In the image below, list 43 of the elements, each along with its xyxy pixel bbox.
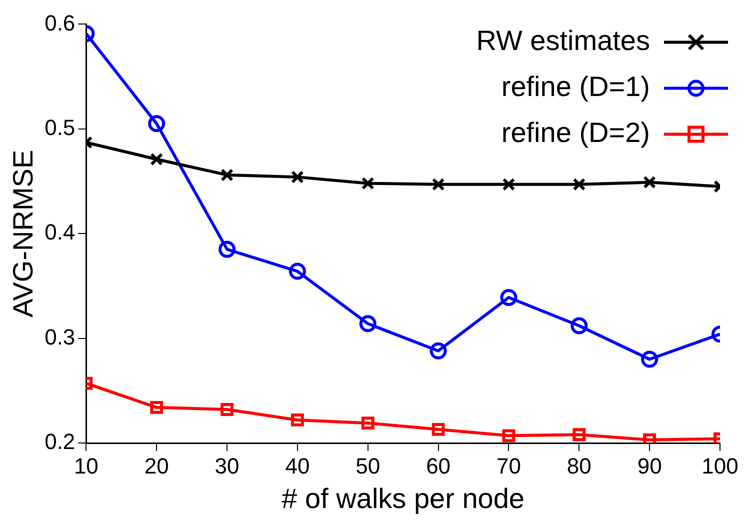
point bbox=[361, 176, 374, 190]
point bbox=[150, 152, 164, 166]
point bbox=[502, 429, 516, 442]
point bbox=[641, 350, 658, 368]
x-tick-label: 60 bbox=[426, 453, 451, 478]
legend-label: RW estimates bbox=[476, 24, 650, 56]
point bbox=[291, 170, 304, 184]
y-tick-label: 0.4 bbox=[44, 220, 76, 245]
point bbox=[572, 178, 586, 191]
y-tick-label: 0.5 bbox=[44, 114, 76, 140]
x-tick-label: 80 bbox=[566, 453, 592, 478]
point bbox=[430, 342, 447, 360]
y-tick-label: 0.6 bbox=[44, 10, 76, 36]
point bbox=[432, 178, 445, 191]
x-tick-label: 100 bbox=[702, 453, 738, 478]
x-tick-label: 90 bbox=[637, 453, 662, 478]
x-tick-label: 40 bbox=[285, 453, 310, 478]
point bbox=[432, 422, 445, 436]
y-tick-label: 0.2 bbox=[44, 429, 76, 454]
legend-label: refine (D=2) bbox=[501, 116, 650, 148]
point bbox=[220, 403, 234, 416]
point bbox=[218, 240, 236, 258]
x-axis-title: # of walks per node bbox=[282, 482, 524, 514]
point bbox=[359, 315, 376, 332]
point bbox=[288, 262, 306, 280]
legend-label: refine (D=1) bbox=[501, 70, 650, 102]
point bbox=[570, 317, 588, 334]
x-tick-label: 50 bbox=[356, 453, 380, 478]
point bbox=[361, 416, 374, 430]
point bbox=[643, 176, 656, 189]
point bbox=[291, 414, 304, 426]
x-tick-label: 70 bbox=[496, 453, 521, 478]
x-tick-label: 10 bbox=[74, 453, 98, 478]
y-tick-label: 0.3 bbox=[44, 324, 76, 350]
point bbox=[502, 178, 516, 191]
point bbox=[150, 400, 164, 414]
point bbox=[220, 168, 234, 182]
x-tick-label: 30 bbox=[214, 453, 240, 478]
y-axis-title: AVG-NRMSE bbox=[8, 150, 39, 318]
point bbox=[500, 288, 518, 306]
point bbox=[148, 115, 166, 132]
point bbox=[572, 428, 586, 442]
x-tick-label: 20 bbox=[144, 453, 169, 478]
